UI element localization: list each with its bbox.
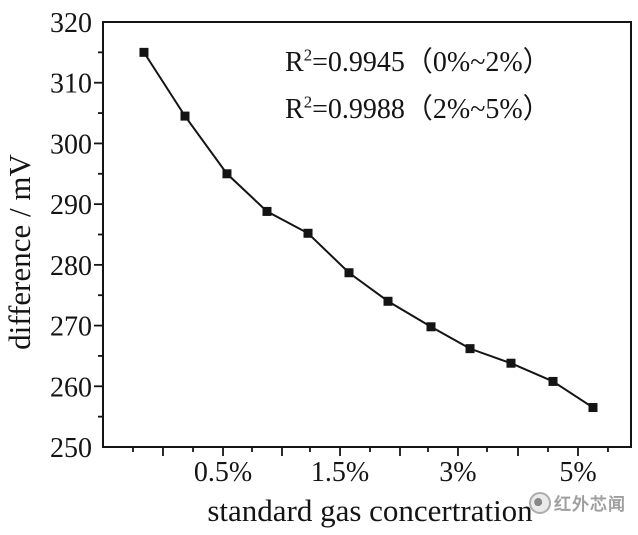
y-axis-tick-label: 320 xyxy=(50,8,92,39)
y-axis-tick-label: 300 xyxy=(50,129,92,160)
y-axis-tick-label: 270 xyxy=(50,312,92,343)
data-point-marker xyxy=(262,206,272,216)
data-point-marker xyxy=(222,169,232,179)
y-axis-tick-label: 250 xyxy=(50,433,92,464)
r-squared-annotation: R2=0.9945（0%~2%） R2=0.9988（2%~5%） xyxy=(285,39,551,133)
r-symbol: R xyxy=(285,47,304,78)
plot-frame xyxy=(102,21,632,448)
y-axis-tick-label: 310 xyxy=(50,69,92,100)
r-value-range: =0.9988（2%~5%） xyxy=(312,94,551,125)
x-axis-title: standard gas concertration xyxy=(207,493,533,528)
data-point-marker xyxy=(303,228,313,238)
data-point-marker xyxy=(180,111,190,121)
data-point-marker xyxy=(465,344,475,354)
r-exponent: 2 xyxy=(303,45,313,65)
y-axis-tick-label: 280 xyxy=(50,251,92,282)
r-squared-line-1: R2=0.9945（0%~2%） xyxy=(285,39,551,86)
data-point-marker xyxy=(139,47,149,57)
data-point-marker xyxy=(344,268,354,278)
x-axis-tick-label: 0.5% xyxy=(194,457,252,488)
watermark-logo-icon xyxy=(529,491,551,514)
y-axis-tick-label: 260 xyxy=(50,372,92,403)
x-axis-tick-label: 5% xyxy=(559,457,596,488)
watermark: 红外芯闻 xyxy=(529,490,626,515)
x-axis-tick-label: 3% xyxy=(439,457,476,488)
y-axis-tick-label: 290 xyxy=(50,190,92,221)
data-point-marker xyxy=(548,376,558,386)
r-symbol: R xyxy=(285,94,304,125)
data-point-marker xyxy=(506,358,516,368)
r-exponent: 2 xyxy=(303,92,313,112)
data-series-line xyxy=(143,51,594,409)
x-axis-tick-label: 1.5% xyxy=(311,457,369,488)
r-squared-line-2: R2=0.9988（2%~5%） xyxy=(285,86,551,133)
y-axis-title: difference / mV xyxy=(2,154,37,350)
data-point-marker xyxy=(383,296,393,306)
data-point-marker xyxy=(426,322,436,332)
r-value-range: =0.9945（0%~2%） xyxy=(312,47,551,78)
data-point-marker xyxy=(588,403,598,413)
watermark-text: 红外芯闻 xyxy=(554,495,626,514)
